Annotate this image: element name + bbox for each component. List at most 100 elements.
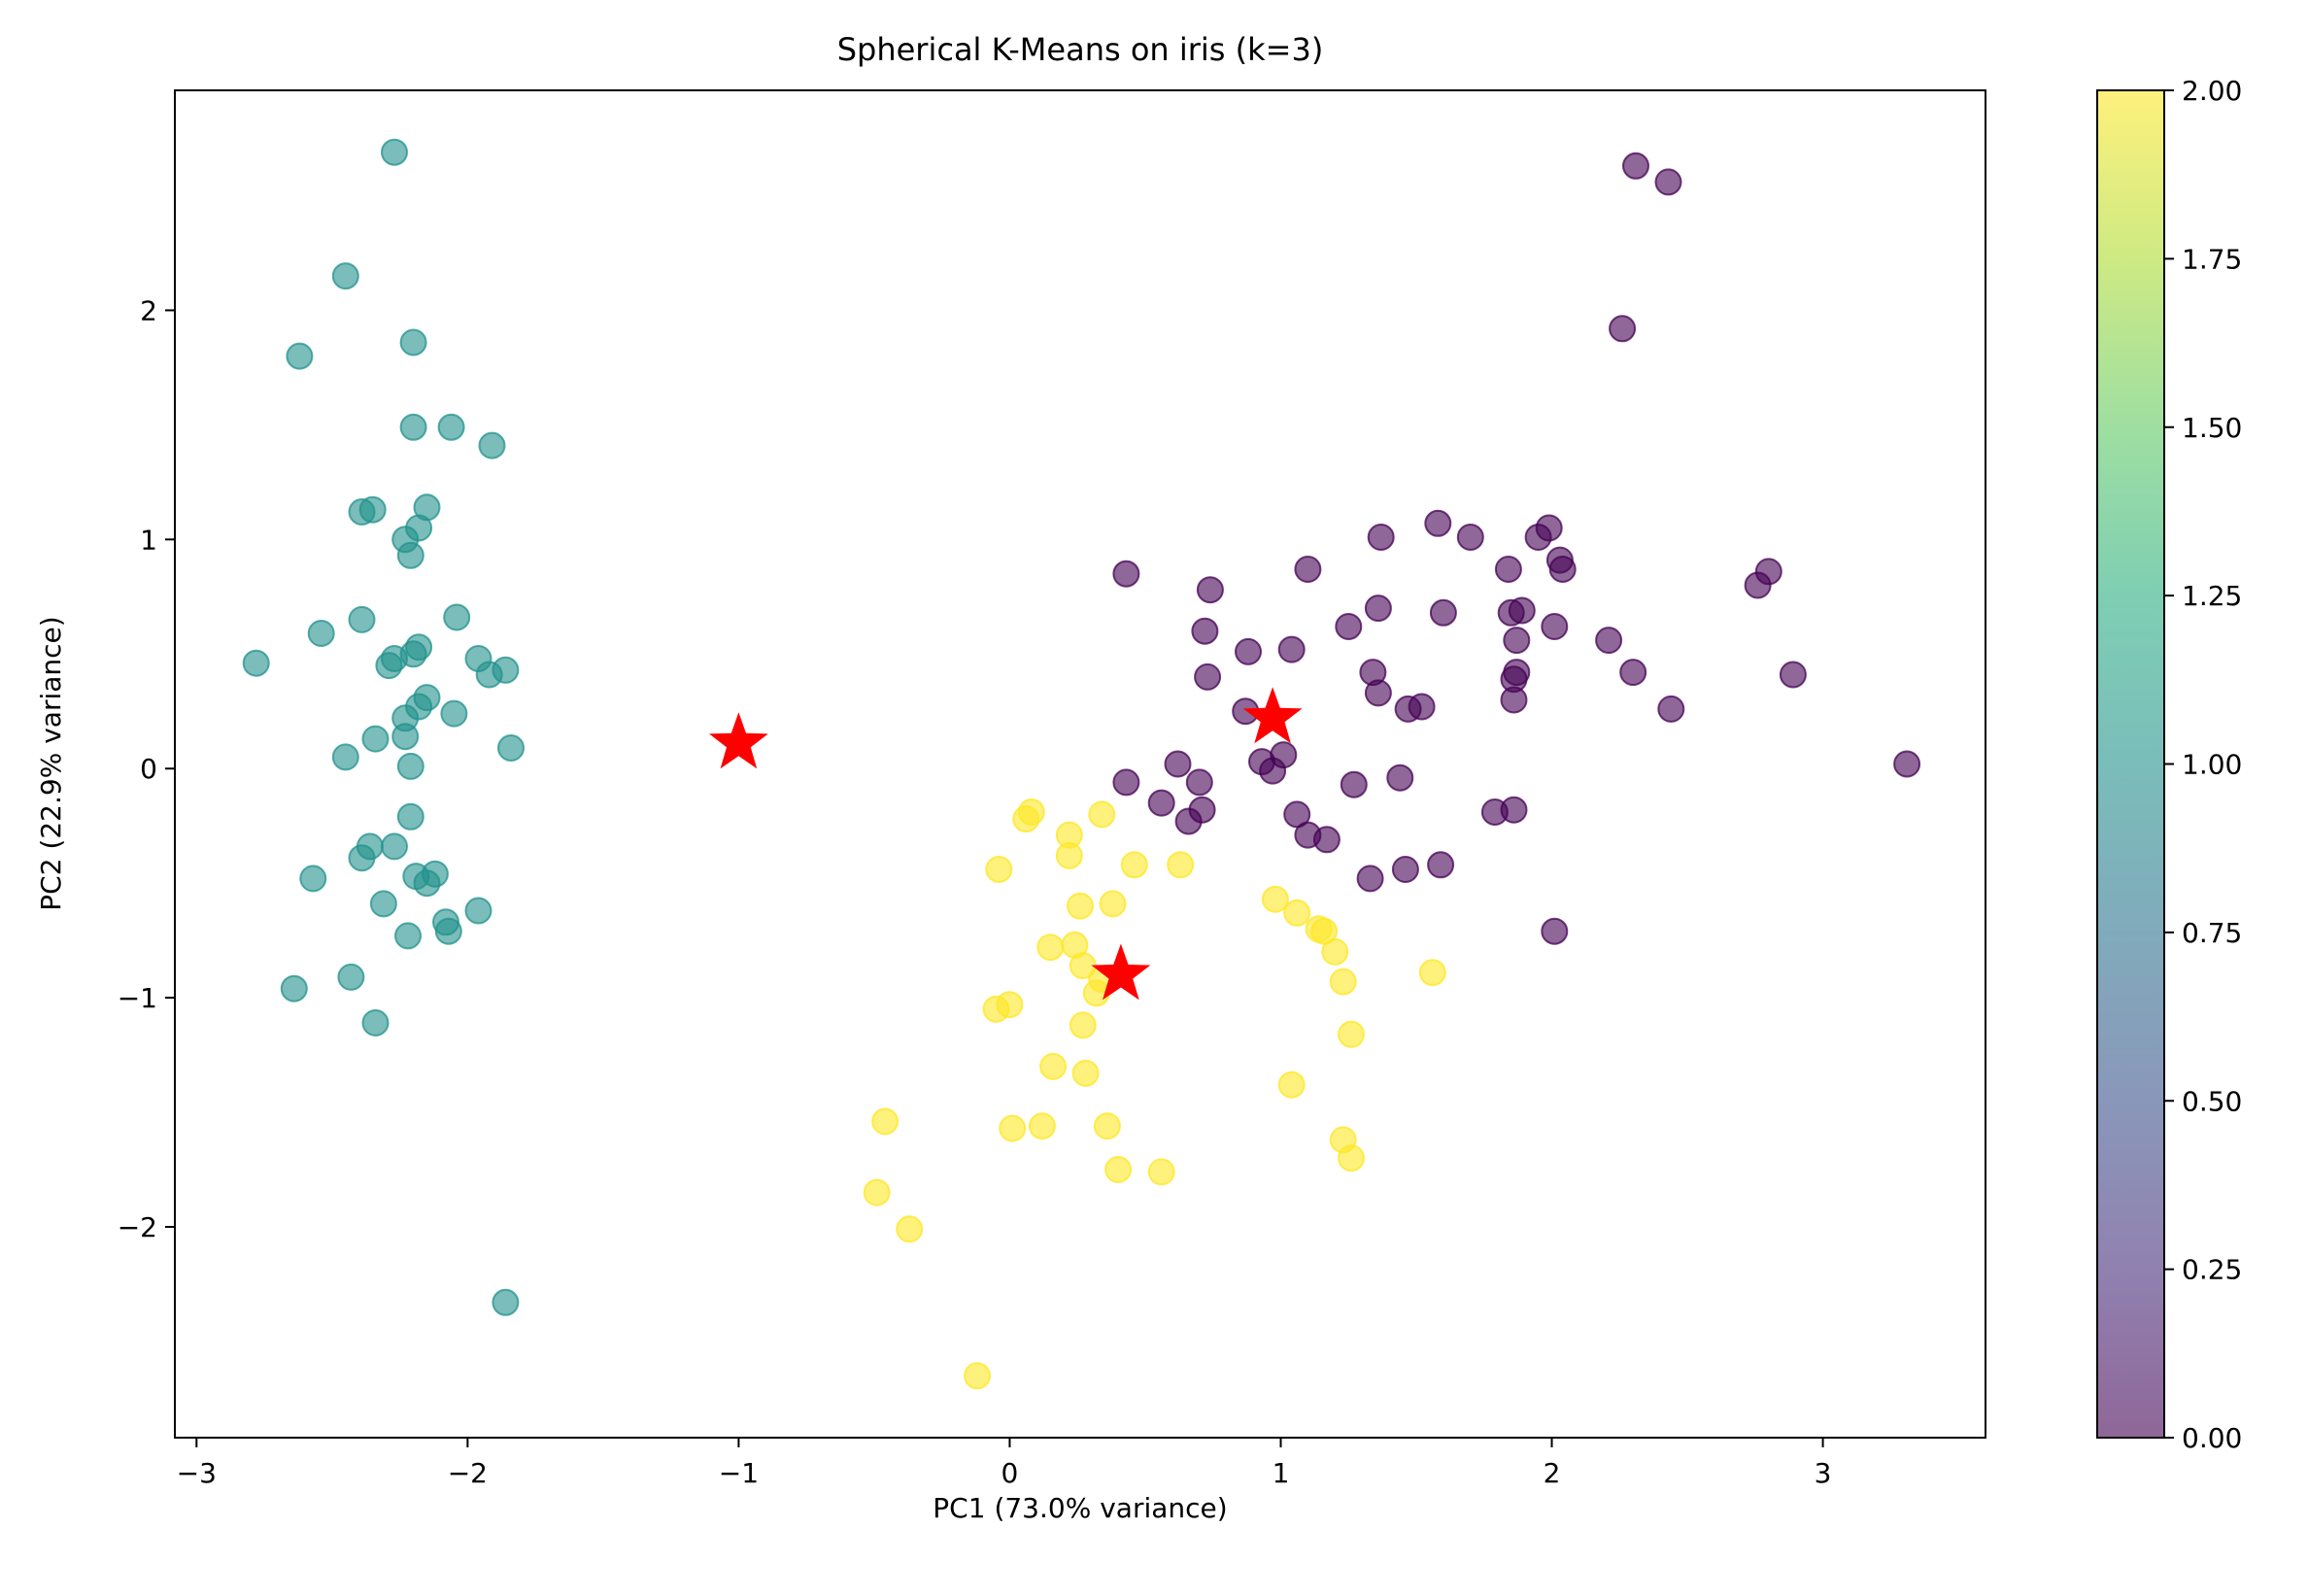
data-point	[375, 652, 403, 680]
data-point	[399, 413, 427, 441]
data-point	[1424, 509, 1452, 537]
data-point	[1164, 750, 1192, 778]
data-point	[1654, 168, 1682, 196]
data-point	[1541, 613, 1569, 640]
data-point	[1099, 890, 1127, 918]
y-axis-label: PC2 (22.9% variance)	[35, 616, 67, 910]
data-point	[1312, 826, 1341, 854]
data-point	[1055, 841, 1083, 869]
data-point	[1548, 556, 1577, 583]
colorbar-tick-label: 1.75	[2182, 243, 2242, 275]
data-point	[396, 541, 424, 569]
colorbar-tick-label: 0.75	[2182, 917, 2242, 949]
data-point	[421, 860, 449, 888]
centroid-star-1	[1242, 687, 1303, 744]
data-point	[1508, 596, 1536, 625]
data-point	[331, 262, 359, 290]
data-point	[1340, 770, 1368, 798]
data-point	[1503, 659, 1531, 687]
data-point	[964, 1362, 991, 1390]
y-axis: −2 −1 0 1 2	[118, 294, 175, 1243]
colorbar-tick-label: 0.50	[2182, 1085, 2242, 1117]
data-point	[434, 917, 462, 945]
y-tick-label: −2	[118, 1211, 157, 1243]
data-point	[1386, 764, 1414, 792]
data-point	[1657, 695, 1685, 723]
data-point	[394, 922, 422, 950]
data-point	[1335, 613, 1363, 640]
data-point	[1067, 892, 1094, 920]
data-point	[464, 897, 492, 925]
data-point	[1456, 524, 1484, 551]
data-point	[492, 1288, 520, 1316]
data-point	[1283, 899, 1311, 927]
data-point	[1147, 789, 1175, 817]
data-point	[1147, 1158, 1175, 1186]
data-point	[478, 431, 506, 459]
data-point	[1093, 1112, 1121, 1140]
data-point	[1167, 851, 1195, 879]
data-point	[1427, 851, 1455, 879]
data-point	[348, 844, 376, 872]
data-point	[996, 991, 1024, 1019]
data-point	[1408, 693, 1436, 721]
data-point	[1500, 686, 1528, 714]
data-point	[1277, 635, 1306, 663]
data-point	[396, 752, 424, 780]
data-point	[1338, 1020, 1365, 1048]
data-point	[1356, 865, 1384, 893]
x-tick-label: 3	[1815, 1457, 1832, 1489]
data-point	[1364, 594, 1392, 623]
data-point	[437, 413, 465, 441]
data-point	[443, 603, 471, 631]
data-point	[1012, 805, 1040, 833]
data-point	[1104, 1156, 1133, 1183]
data-point	[1277, 1070, 1306, 1099]
y-tick-label: 0	[140, 753, 157, 785]
data-point	[1120, 851, 1148, 879]
data-point	[1235, 637, 1262, 665]
data-point	[391, 723, 420, 751]
data-point	[361, 1009, 390, 1036]
data-point	[1039, 1052, 1068, 1080]
data-point	[1270, 741, 1298, 769]
data-point	[1535, 514, 1563, 542]
data-point	[999, 1114, 1027, 1142]
data-point	[1294, 556, 1322, 583]
data-point	[299, 865, 327, 893]
data-point	[1329, 968, 1357, 996]
colorbar-tick-label: 0.25	[2182, 1254, 2242, 1286]
data-point	[863, 1178, 891, 1206]
cluster-1-points	[242, 138, 525, 1316]
data-point	[369, 890, 397, 918]
data-point	[1893, 750, 1921, 778]
data-point	[1779, 661, 1807, 689]
data-point	[1418, 959, 1446, 987]
data-point	[405, 633, 433, 662]
chart-title: Spherical K-Means on iris (k=3)	[837, 31, 1324, 68]
data-point	[1036, 934, 1065, 962]
data-point	[1112, 768, 1140, 797]
plot-area	[242, 138, 1921, 1390]
data-point	[1500, 796, 1528, 824]
colorbar	[2096, 89, 2165, 1439]
data-point	[242, 649, 270, 677]
data-point	[337, 963, 365, 991]
data-point	[1541, 917, 1569, 945]
data-point	[381, 832, 408, 861]
colorbar-tick-label: 2.00	[2182, 75, 2242, 107]
data-point	[1028, 1112, 1056, 1140]
data-point	[361, 725, 390, 753]
cluster-2-points	[863, 798, 1446, 1390]
data-point	[1185, 768, 1213, 797]
data-point	[871, 1107, 899, 1136]
x-axis-label: PC1 (73.0% variance)	[933, 1492, 1227, 1524]
x-axis: −3 −2 −1 0 1 2 3	[177, 1438, 1832, 1489]
data-point	[1261, 885, 1289, 913]
data-point	[1088, 800, 1116, 829]
y-tick-label: −1	[118, 982, 157, 1014]
data-point	[985, 856, 1013, 883]
data-point	[1595, 627, 1623, 655]
data-point	[1321, 937, 1349, 966]
